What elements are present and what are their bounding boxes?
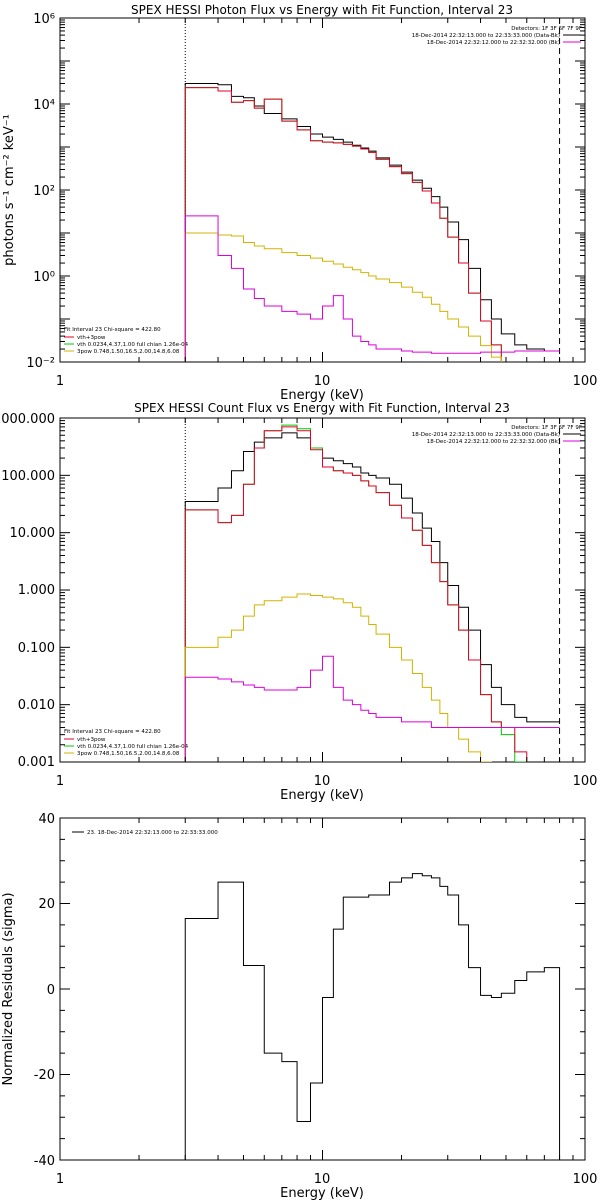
x-tick-label: 100 [573, 1172, 598, 1187]
x-axis-label: Energy (keV) [280, 388, 364, 403]
legend-text: Detectors: 1F 3F 6F 7F 9F [511, 425, 582, 431]
x-ticks [59, 418, 586, 762]
legend-top-left: Fit Interval 23 Chi-square = 422.80 vth+… [64, 327, 189, 355]
y-tick-label: 10⁻² [26, 356, 55, 371]
series-vth [184, 87, 502, 362]
legend-top-left: Fit Interval 23 Chi-square = 422.80 vth+… [64, 729, 189, 757]
legend-text: 18-Dec-2014 22:32:12.000 to 22:32:32.000… [427, 439, 560, 445]
y-tick-label: 1.000 [18, 583, 55, 598]
legend-top-right: Detectors: 1F 3F 6F 7F 9F 18-Dec-2014 22… [412, 425, 582, 445]
y-tick-label: 10⁴ [33, 98, 55, 113]
x-ticks [59, 818, 586, 1160]
legend-text: 18-Dec-2014 22:32:13.000 to 22:33:33.000… [412, 33, 560, 39]
legend-text: 18-Dec-2014 22:32:12.000 to 22:32:32.000… [427, 40, 560, 46]
y-tick-labels: -40 -20 0 20 40 [34, 812, 55, 1169]
y-tick-label: 0.100 [18, 641, 55, 656]
series-pow [184, 232, 561, 362]
y-ticks [60, 417, 585, 763]
series-pow [184, 593, 561, 762]
legend-text: 23. 18-Dec-2014 22:32:13.000 to 22:33:33… [87, 830, 218, 836]
series-data [184, 432, 560, 762]
y-tick-labels: 10⁻² 10⁰ 10² 10⁴ 10⁶ [26, 12, 55, 371]
series-total [184, 87, 561, 362]
series-layer [184, 873, 561, 1160]
count-flux-panel: SPEX HESSI Count Flux vs Energy with Fit… [0, 401, 598, 803]
legend-top-left: 23. 18-Dec-2014 22:32:13.000 to 22:33:33… [72, 830, 218, 836]
plot-frame [59, 417, 586, 763]
x-axis-label: Energy (keV) [280, 788, 364, 803]
x-tick-label: 10 [314, 374, 331, 389]
legend-text: vth+3pow [77, 737, 106, 743]
legend-text: Fit Interval 23 Chi-square = 422.80 [64, 729, 161, 735]
legend-text: vth+3pow [77, 335, 106, 341]
series-layer [184, 18, 561, 362]
y-ticks [60, 817, 585, 1161]
legend-text: 3pow 0.748,1.50,16.5,2.00,14.8,6.08 [77, 349, 180, 355]
plot-frame [59, 817, 586, 1161]
series-total [184, 424, 561, 762]
panel-title: SPEX HESSI Photon Flux vs Energy with Fi… [131, 3, 513, 17]
x-tick-label: 100 [573, 774, 598, 789]
y-tick-label: 10⁰ [33, 270, 55, 285]
series-data [184, 873, 561, 1160]
x-tick-label: 1 [56, 1172, 64, 1187]
x-tick-label: 1 [56, 774, 64, 789]
series-bk [184, 655, 560, 762]
series-vth [184, 426, 528, 762]
series-bk [184, 215, 560, 362]
x-tick-labels: 1 10 100 [56, 374, 598, 389]
y-axis-label: Normalized Residuals (sigma) [1, 892, 16, 1085]
series-data [184, 82, 560, 362]
y-tick-label: 10⁶ [33, 12, 55, 27]
x-axis-label: Energy (keV) [280, 1186, 364, 1200]
series-layer [184, 418, 561, 762]
y-axis-label: photons s⁻¹ cm⁻² keV⁻¹ [2, 114, 17, 266]
legend-text: Detectors: 1F 3F 6F 7F 9F [511, 26, 582, 32]
x-tick-labels: 1 10 100 [56, 774, 598, 789]
y-tick-label: 10.000 [10, 526, 56, 541]
y-tick-label: 0.001 [18, 755, 55, 770]
y-tick-label: 100.000 [1, 469, 55, 484]
legend-text: vth 0.0234,4.37,1.00 full chian 1.26e-04 [77, 744, 189, 750]
y-tick-label: 20 [38, 897, 55, 912]
x-tick-label: 10 [314, 774, 331, 789]
y-tick-label: 10² [33, 184, 55, 199]
legend-text: 18-Dec-2014 22:32:13.000 to 22:33:33.000… [412, 432, 560, 438]
legend-top-right: Detectors: 1F 3F 6F 7F 9F 18-Dec-2014 22… [412, 26, 582, 46]
y-tick-label: 0 [47, 983, 55, 998]
x-tick-label: 10 [314, 1172, 331, 1187]
legend-text: vth 0.0234,4.37,1.00 full chian 1.26e-04 [77, 342, 189, 348]
y-tick-label: 40 [38, 812, 55, 827]
legend-text: 3pow 0.748,1.50,16.5,2.00,14.8,6.08 [77, 751, 180, 757]
y-tick-labels: 0.001 0.010 0.100 1.000 10.000 100.000 1… [0, 412, 55, 770]
x-tick-label: 100 [573, 374, 598, 389]
panel-title: SPEX HESSI Count Flux vs Energy with Fit… [134, 401, 510, 415]
y-tick-label: 0.010 [18, 698, 55, 713]
y-tick-label: 1000.000 [0, 412, 55, 427]
photon-flux-panel: SPEX HESSI Photon Flux vs Energy with Fi… [2, 3, 598, 403]
x-tick-label: 1 [56, 374, 64, 389]
legend-text: Fit Interval 23 Chi-square = 422.80 [64, 327, 161, 333]
y-ticks [60, 17, 585, 363]
y-tick-label: -40 [34, 1154, 55, 1169]
y-tick-label: -20 [34, 1068, 55, 1083]
residuals-panel: 1 10 100 Energy (keV) -40 -20 0 20 40 No… [1, 812, 597, 1200]
x-tick-labels: 1 10 100 [56, 1172, 598, 1187]
